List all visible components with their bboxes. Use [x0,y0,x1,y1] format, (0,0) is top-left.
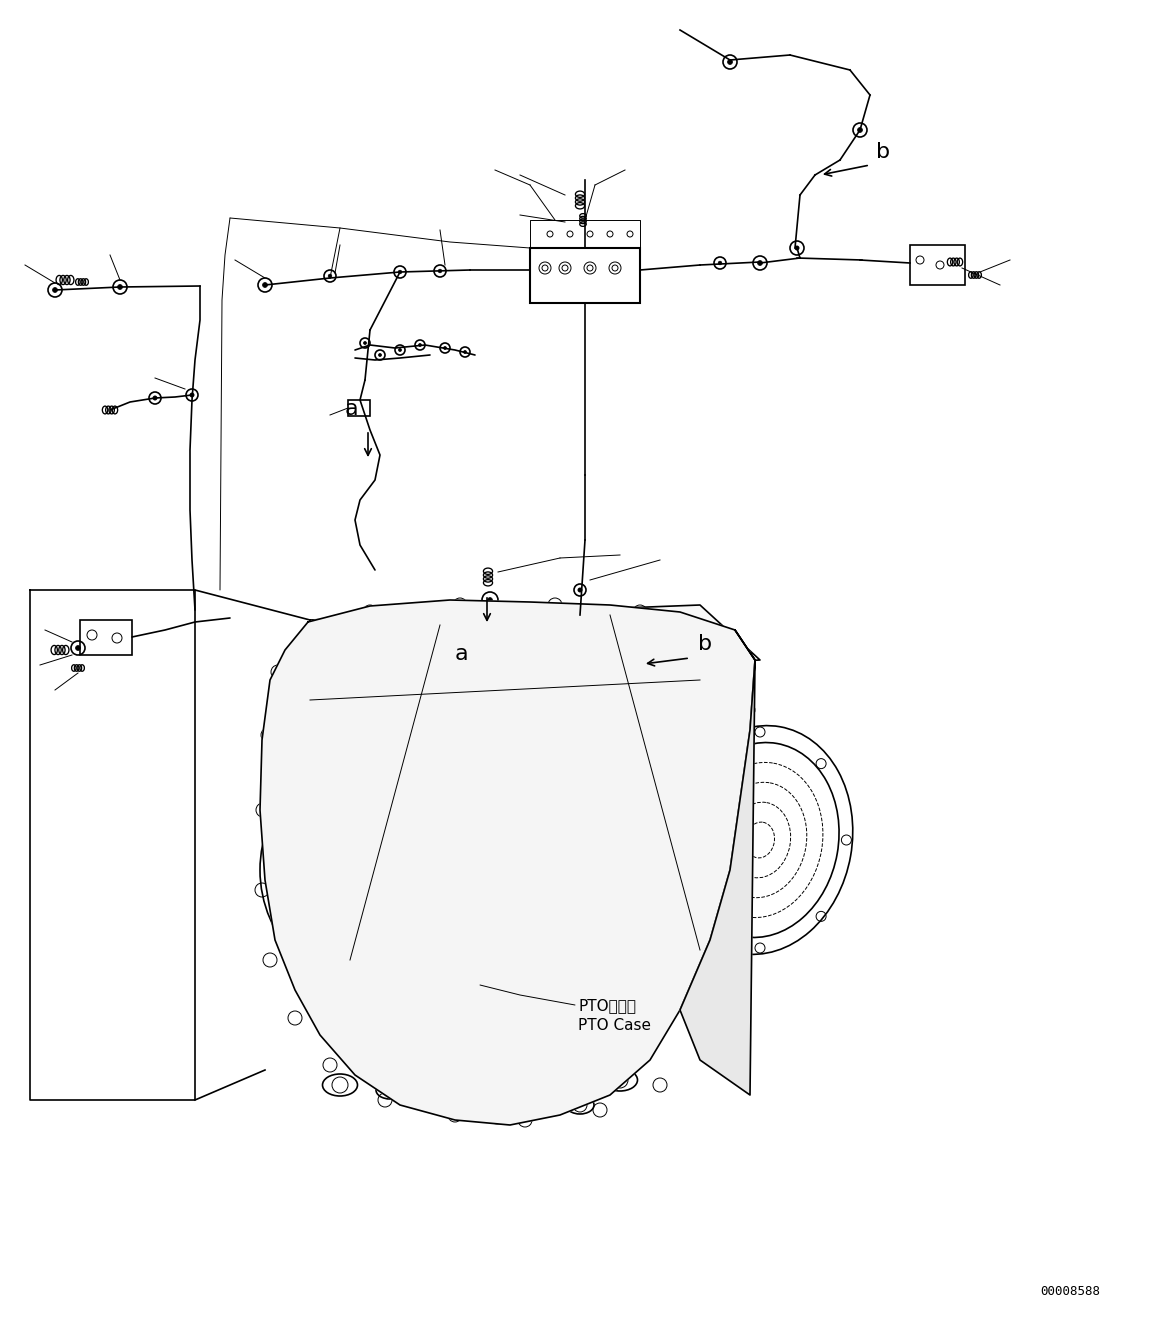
Polygon shape [680,630,755,1095]
Circle shape [76,646,81,650]
Bar [530,249,640,303]
Circle shape [795,246,799,250]
Text: PTO Case: PTO Case [578,1018,651,1033]
Circle shape [758,260,763,266]
Circle shape [398,348,402,351]
Circle shape [728,60,732,64]
Circle shape [718,262,722,264]
Circle shape [487,598,493,602]
Text: b: b [876,142,890,162]
Circle shape [588,264,593,271]
Circle shape [612,264,618,271]
Bar [910,245,965,284]
Circle shape [398,270,402,274]
Bar [348,400,370,416]
Circle shape [438,270,442,272]
Circle shape [578,619,583,625]
Bar [79,621,132,655]
Text: a: a [456,645,468,664]
Text: a: a [345,399,359,419]
Text: 00008588: 00008588 [1040,1285,1100,1298]
Polygon shape [310,605,760,680]
Circle shape [328,274,332,278]
Circle shape [578,587,582,593]
Text: PTOケース: PTOケース [578,998,637,1013]
Circle shape [418,343,422,347]
Circle shape [53,287,57,292]
Circle shape [363,342,367,344]
Circle shape [190,393,194,397]
Circle shape [562,264,568,271]
Circle shape [464,351,466,354]
Bar [620,650,700,720]
Circle shape [444,347,446,350]
Bar [440,621,610,682]
Polygon shape [260,599,755,1126]
Text: b: b [698,634,712,654]
Circle shape [118,284,123,290]
Circle shape [153,396,158,400]
Circle shape [857,128,862,133]
Circle shape [378,354,382,356]
Circle shape [263,283,267,287]
Circle shape [542,264,548,271]
